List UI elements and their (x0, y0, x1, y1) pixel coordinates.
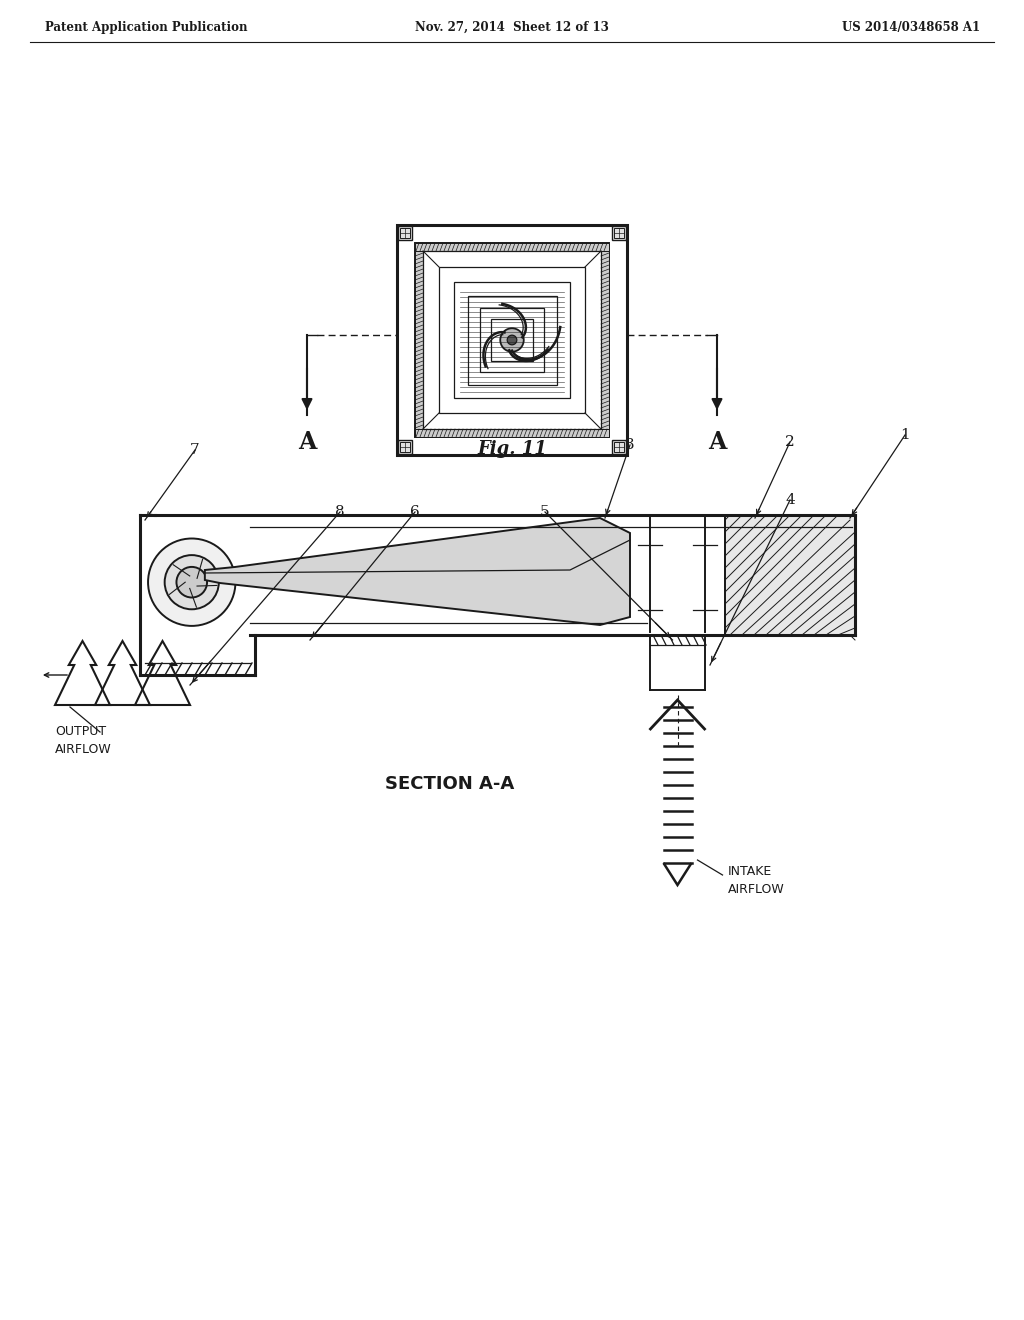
Bar (398, 226, 412, 240)
Text: 8: 8 (335, 506, 345, 519)
Circle shape (165, 556, 219, 610)
Polygon shape (205, 517, 630, 624)
Text: 4: 4 (785, 492, 795, 507)
Text: 6: 6 (411, 506, 420, 519)
Circle shape (501, 329, 523, 351)
Text: Patent Application Publication: Patent Application Publication (45, 21, 248, 33)
Text: 2: 2 (785, 436, 795, 449)
Text: 7: 7 (190, 444, 200, 457)
Text: OUTPUT: OUTPUT (55, 725, 106, 738)
Text: INTAKE: INTAKE (727, 865, 772, 878)
Text: 1: 1 (900, 428, 910, 442)
Text: A: A (298, 430, 316, 454)
Circle shape (507, 335, 517, 345)
Text: 5: 5 (541, 506, 550, 519)
Bar (612, 226, 626, 240)
Bar (400, 442, 410, 451)
Text: AIRFLOW: AIRFLOW (55, 743, 112, 756)
Bar (415, 243, 609, 251)
Text: Nov. 27, 2014  Sheet 12 of 13: Nov. 27, 2014 Sheet 12 of 13 (415, 21, 609, 33)
Bar (601, 251, 609, 429)
Text: 3: 3 (626, 438, 635, 451)
Bar (480, 308, 544, 372)
Bar (614, 442, 624, 451)
Bar (612, 440, 626, 454)
Bar (614, 228, 624, 238)
Bar (439, 267, 585, 413)
Text: SECTION A-A: SECTION A-A (385, 775, 515, 793)
Bar (490, 318, 534, 362)
Bar (455, 282, 569, 397)
Bar (398, 440, 412, 454)
Text: US 2014/0348658 A1: US 2014/0348658 A1 (842, 21, 980, 33)
Text: Fig. 11: Fig. 11 (477, 440, 547, 458)
Text: A: A (708, 430, 726, 454)
Bar (415, 243, 609, 437)
Bar (400, 228, 410, 238)
Circle shape (176, 566, 207, 598)
Bar (415, 251, 423, 429)
Bar (468, 296, 556, 384)
Bar (423, 251, 601, 429)
Bar (415, 429, 609, 437)
Bar (397, 224, 627, 455)
Circle shape (148, 539, 236, 626)
Bar (725, 515, 855, 635)
Text: AIRFLOW: AIRFLOW (727, 883, 784, 896)
